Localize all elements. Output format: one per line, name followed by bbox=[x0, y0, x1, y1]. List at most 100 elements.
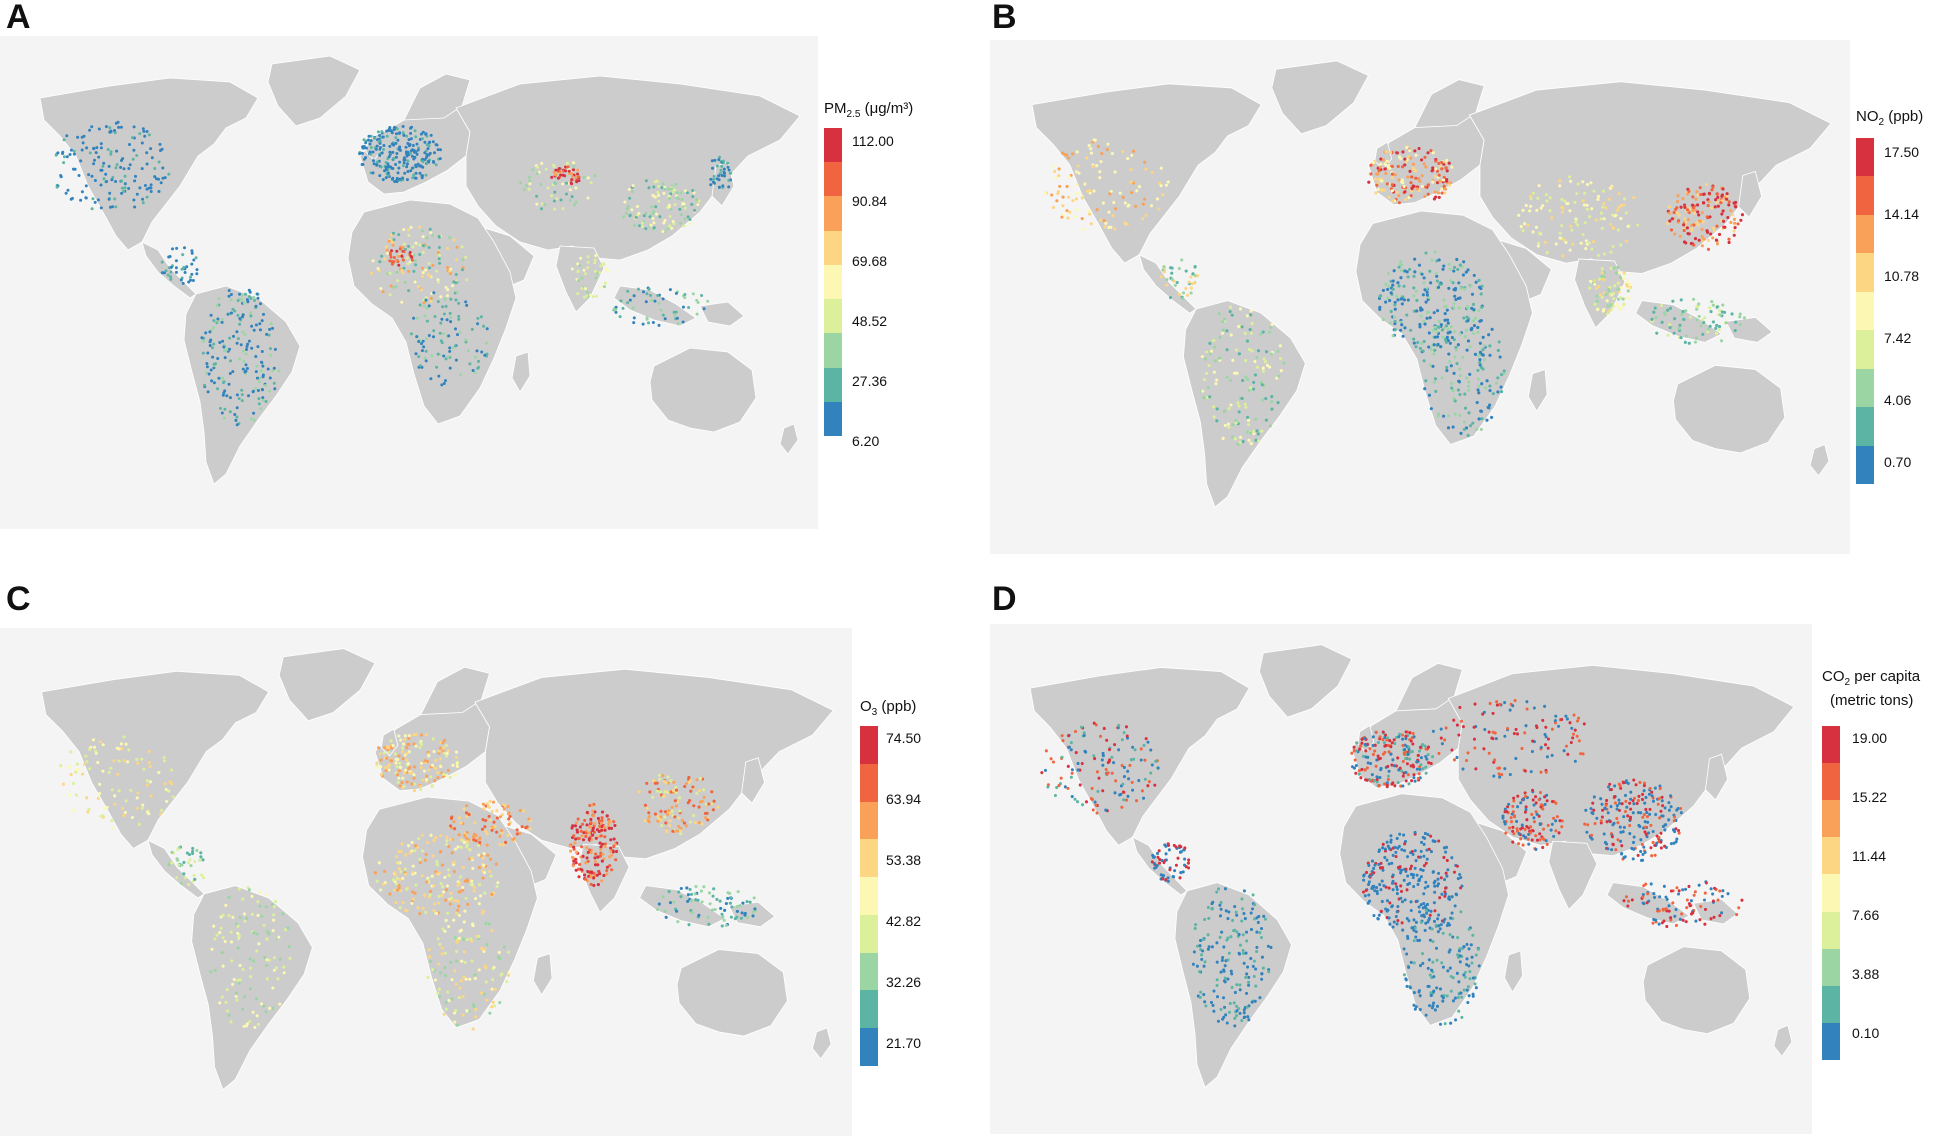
monitoring-point bbox=[1476, 388, 1480, 392]
monitoring-point bbox=[585, 856, 589, 860]
monitoring-point bbox=[1431, 166, 1435, 170]
monitoring-point bbox=[1613, 284, 1617, 288]
monitoring-point bbox=[273, 387, 277, 391]
monitoring-point bbox=[222, 416, 226, 420]
monitoring-point bbox=[1429, 281, 1433, 285]
monitoring-point bbox=[71, 781, 76, 786]
monitoring-point bbox=[490, 1005, 494, 1009]
monitoring-point bbox=[391, 176, 395, 180]
monitoring-point bbox=[414, 241, 418, 245]
monitoring-point bbox=[1689, 228, 1694, 232]
monitoring-point bbox=[663, 187, 667, 191]
monitoring-point bbox=[1189, 291, 1193, 295]
monitoring-point bbox=[1526, 837, 1530, 841]
monitoring-point bbox=[391, 243, 395, 247]
monitoring-point bbox=[148, 780, 152, 784]
monitoring-point bbox=[411, 245, 415, 249]
monitoring-point bbox=[69, 750, 73, 754]
monitoring-point bbox=[1459, 431, 1463, 435]
monitoring-point bbox=[1603, 271, 1607, 275]
monitoring-point bbox=[1658, 816, 1662, 820]
monitoring-point bbox=[626, 301, 630, 305]
monitoring-point bbox=[1375, 889, 1379, 893]
monitoring-point bbox=[1543, 240, 1547, 244]
monitoring-point bbox=[1664, 845, 1668, 849]
monitoring-point bbox=[1539, 803, 1543, 807]
monitoring-point bbox=[662, 794, 666, 798]
monitoring-point bbox=[1668, 325, 1672, 330]
monitoring-point bbox=[1255, 365, 1260, 369]
monitoring-point bbox=[1247, 438, 1251, 442]
monitoring-point bbox=[1664, 823, 1668, 827]
monitoring-point bbox=[1571, 242, 1575, 246]
monitoring-point bbox=[1383, 167, 1387, 171]
monitoring-point bbox=[87, 173, 91, 177]
monitoring-point bbox=[1442, 920, 1446, 924]
monitoring-point bbox=[1229, 333, 1233, 337]
monitoring-point bbox=[256, 296, 260, 300]
monitoring-point bbox=[1452, 269, 1456, 273]
monitoring-point bbox=[443, 973, 447, 978]
monitoring-point bbox=[1135, 799, 1139, 803]
monitoring-point bbox=[1508, 772, 1512, 777]
monitoring-point bbox=[261, 398, 265, 402]
monitoring-point bbox=[1071, 152, 1075, 156]
monitoring-point bbox=[1372, 778, 1376, 782]
monitoring-point bbox=[1434, 389, 1438, 394]
monitoring-point bbox=[136, 791, 140, 795]
monitoring-point bbox=[1501, 814, 1505, 818]
monitoring-point bbox=[443, 929, 447, 933]
monitoring-point bbox=[1090, 786, 1094, 790]
monitoring-point bbox=[410, 782, 414, 786]
monitoring-point bbox=[1435, 169, 1440, 173]
monitoring-point bbox=[1430, 258, 1434, 262]
monitoring-point bbox=[1404, 839, 1408, 843]
monitoring-point bbox=[420, 229, 424, 233]
monitoring-point bbox=[474, 1007, 478, 1012]
monitoring-point bbox=[1564, 240, 1568, 245]
monitoring-point bbox=[589, 181, 593, 185]
monitoring-point bbox=[1620, 852, 1624, 856]
monitoring-point bbox=[477, 837, 482, 841]
monitoring-point bbox=[149, 147, 153, 151]
monitoring-point bbox=[1596, 194, 1601, 199]
monitoring-point bbox=[1053, 169, 1057, 174]
monitoring-point bbox=[1512, 832, 1516, 836]
monitoring-point bbox=[1585, 207, 1589, 211]
monitoring-point bbox=[367, 138, 370, 142]
monitoring-point bbox=[670, 805, 674, 809]
monitoring-point bbox=[278, 957, 282, 961]
monitoring-point bbox=[229, 298, 233, 302]
monitoring-point bbox=[1241, 440, 1245, 444]
monitoring-point bbox=[383, 746, 387, 750]
monitoring-point bbox=[1450, 856, 1454, 860]
monitoring-point bbox=[1076, 800, 1080, 804]
monitoring-point bbox=[1110, 755, 1114, 759]
monitoring-point bbox=[120, 191, 124, 195]
monitoring-point bbox=[241, 349, 245, 353]
monitoring-point bbox=[590, 803, 594, 807]
monitoring-point bbox=[1088, 191, 1092, 195]
monitoring-point bbox=[1488, 353, 1492, 357]
monitoring-point bbox=[122, 735, 126, 739]
monitoring-point bbox=[1458, 374, 1463, 378]
monitoring-point bbox=[646, 818, 650, 822]
monitoring-point bbox=[1424, 861, 1428, 865]
monitoring-point bbox=[467, 812, 471, 817]
monitoring-point bbox=[1601, 309, 1605, 313]
monitoring-point bbox=[557, 169, 561, 173]
monitoring-point bbox=[229, 930, 233, 934]
monitoring-point bbox=[256, 389, 260, 392]
monitoring-point bbox=[398, 177, 402, 181]
monitoring-point bbox=[1377, 169, 1381, 173]
monitoring-point bbox=[1482, 747, 1486, 751]
monitoring-point bbox=[382, 148, 385, 151]
monitoring-point bbox=[250, 894, 254, 898]
legend-tick: 0.70 bbox=[1884, 454, 1912, 470]
monitoring-point bbox=[1367, 778, 1371, 782]
monitoring-point bbox=[1207, 363, 1211, 368]
monitoring-point bbox=[711, 808, 715, 812]
monitoring-point bbox=[1159, 166, 1163, 170]
monitoring-point bbox=[1594, 286, 1599, 290]
monitoring-point bbox=[478, 840, 482, 844]
